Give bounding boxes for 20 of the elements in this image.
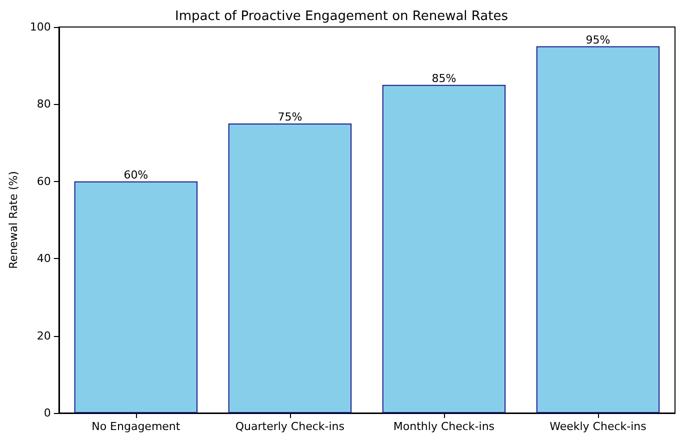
bar [228, 124, 352, 413]
data-label: 60% [124, 168, 148, 182]
bar [382, 84, 506, 413]
y-tick-label: 60 [36, 174, 51, 188]
y-axis-title: Renewal Rate (%) [7, 171, 20, 269]
x-tick-label: Quarterly Check-ins [235, 420, 345, 433]
bar [536, 46, 660, 413]
y-tick-label: 20 [36, 329, 51, 342]
data-label: 85% [432, 72, 456, 85]
y-tick-label: 80 [36, 98, 51, 111]
x-tick-label: Weekly Check-ins [550, 420, 647, 433]
data-label: 95% [586, 33, 610, 46]
x-tick-label: No Engagement [92, 420, 181, 433]
y-tick-label: 100 [30, 20, 51, 34]
data-label: 75% [278, 110, 302, 124]
bar [74, 181, 198, 413]
y-tick-label: 0 [44, 406, 51, 420]
chart-title: Impact of Proactive Engagement on Renewal Rates [174, 9, 508, 24]
x-tick-label: Monthly Check-ins [393, 420, 495, 433]
y-tick-label: 40 [36, 252, 51, 266]
